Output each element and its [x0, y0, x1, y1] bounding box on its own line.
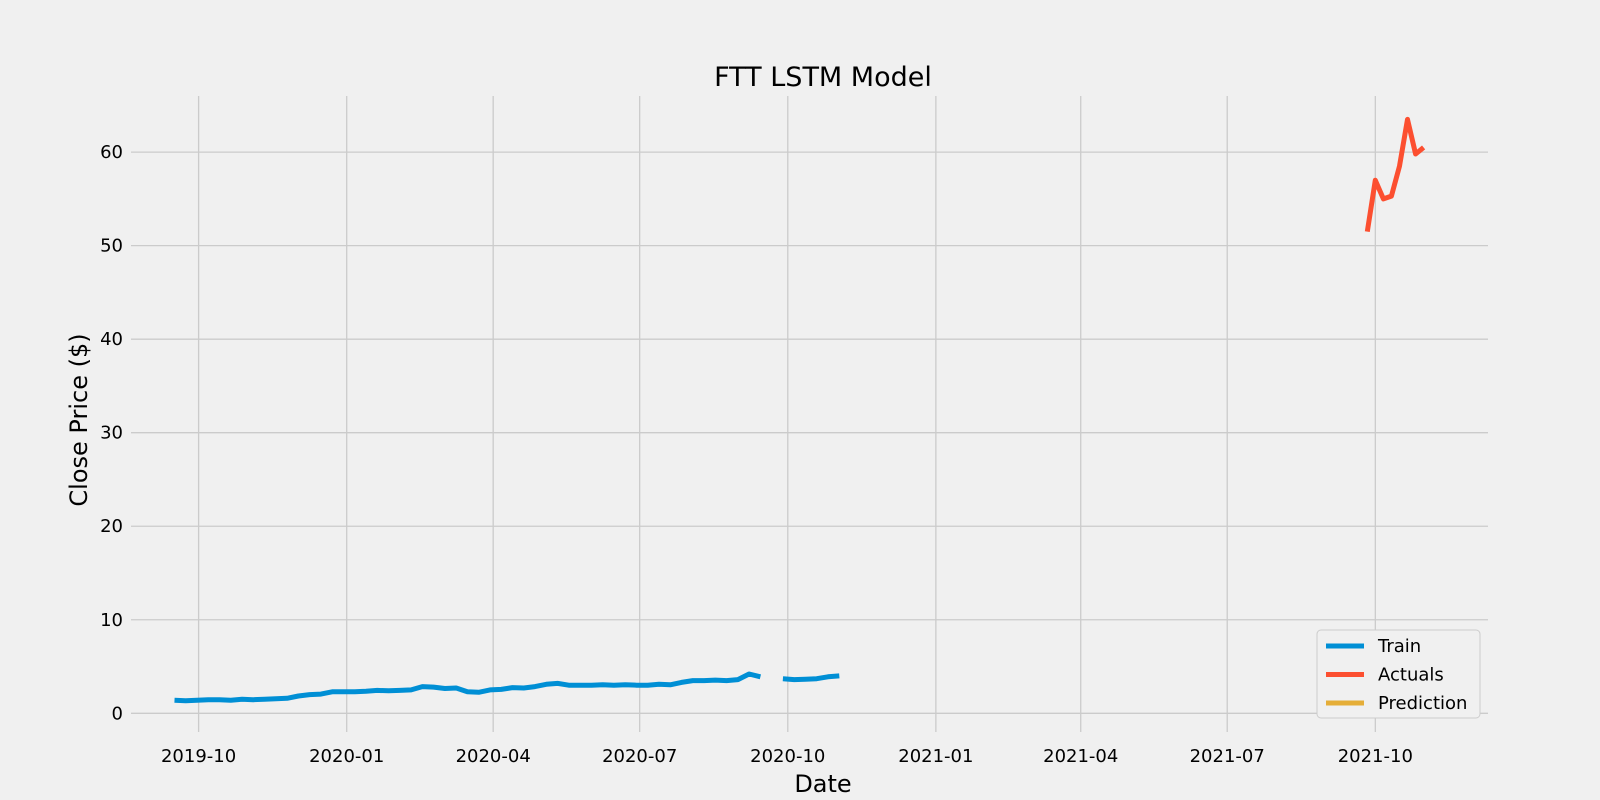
x-tick-label: 2021-07 — [1190, 746, 1265, 767]
x-tick-label: 2020-07 — [602, 746, 677, 767]
y-tick-label: 10 — [100, 610, 123, 631]
y-axis-label: Close Price ($) — [65, 333, 93, 506]
grid — [131, 96, 1488, 732]
legend: Train Actuals Prediction — [1316, 629, 1481, 719]
legend-box — [1316, 629, 1481, 719]
y-tick-label: 30 — [100, 423, 123, 444]
chart-title: FTT LSTM Model — [714, 62, 932, 93]
y-tick-label: 40 — [100, 329, 123, 350]
x-tick-label: 2021-01 — [898, 746, 973, 767]
x-tick-label: 2020-10 — [750, 746, 825, 767]
series-lines — [174, 116, 1426, 704]
x-tick-label: 2021-10 — [1338, 746, 1413, 767]
x-axis-ticks: 2019-10 2020-01 2020-04 2020-07 2020-10 2021-… — [161, 746, 1413, 767]
legend-label-prediction: Prediction — [1378, 693, 1467, 714]
x-tick-label: 2020-01 — [309, 746, 384, 767]
y-tick-label: 50 — [100, 236, 123, 257]
legend-label-train: Train — [1377, 636, 1421, 657]
x-tick-label: 2021-04 — [1043, 746, 1118, 767]
train-line — [782, 673, 840, 683]
x-tick-label: 2020-04 — [456, 746, 531, 767]
x-axis-label: Date — [794, 770, 851, 798]
actuals-line — [1364, 116, 1426, 232]
y-tick-label: 60 — [100, 142, 123, 163]
y-tick-label: 20 — [100, 516, 123, 537]
legend-label-actuals: Actuals — [1378, 665, 1444, 686]
x-tick-label: 2019-10 — [161, 746, 236, 767]
y-tick-label: 0 — [112, 703, 123, 724]
y-axis-ticks: 0 10 20 30 40 50 60 — [100, 142, 123, 724]
train-line — [174, 671, 762, 704]
